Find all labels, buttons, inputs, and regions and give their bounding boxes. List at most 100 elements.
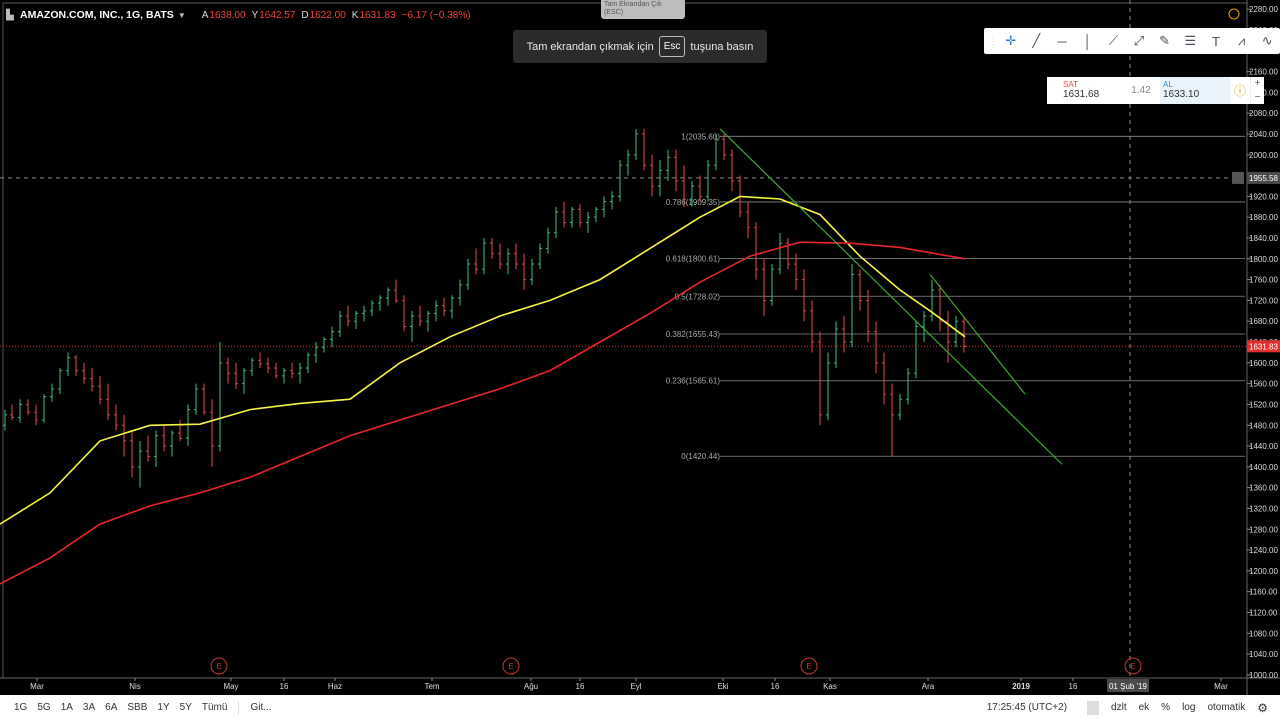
fullscreen-notice: Tam ekrandan çıkmak için Esc tuşuna bası… — [513, 30, 767, 63]
adjust-toggle[interactable]: dzlt — [1111, 702, 1127, 713]
y-tick-label: 1560.00 — [1249, 380, 1278, 389]
plus-icon[interactable]: + — [1254, 78, 1261, 90]
y-tick-label: 1800.00 — [1249, 255, 1278, 264]
x-tick-label: 16 — [1069, 682, 1078, 691]
timeframe-all[interactable]: Tümü — [201, 702, 228, 713]
brush-icon[interactable]: ✎ — [1159, 33, 1171, 48]
earnings-marker — [502, 657, 520, 675]
sell-value: 1631.68 — [1063, 89, 1100, 100]
exit-fullscreen-button[interactable]: Tam Ekrandan Çık (ESC) — [601, 0, 685, 19]
vertical-line-icon[interactable]: │ — [1083, 33, 1092, 49]
fib-level-label: 0.382(1655.43) — [666, 330, 721, 339]
auto-toggle[interactable]: otomatik — [1207, 702, 1246, 713]
y-tick-label: 1840.00 — [1249, 234, 1278, 243]
x-tick-label: Ara — [922, 682, 935, 691]
fib-retracement-icon[interactable]: ☰ — [1184, 33, 1197, 48]
fib-level-label: 0.236(1565.61) — [666, 377, 721, 386]
trend-line — [929, 274, 1026, 395]
timeframe-sbb[interactable]: SBB — [127, 702, 148, 713]
timeframe-5y[interactable]: 5Y — [179, 702, 192, 713]
symbol-header: ▙ AMAZON.COM, INC., 1G, BATS ▼ A 1638.00 … — [0, 0, 471, 30]
x-tick-label: Eyl — [630, 682, 641, 691]
y-tick-label: 1600.00 — [1249, 359, 1278, 368]
trend-line — [719, 128, 1063, 465]
last-price-label: 1631.83 — [1249, 342, 1278, 351]
log-toggle[interactable]: log — [1182, 702, 1196, 713]
earnings-marker-label: E — [216, 662, 221, 671]
bottom-right-controls: 17:25:45 (UTC+2) dzlt ek % log otomatik … — [981, 695, 1280, 720]
timeframe-1a[interactable]: 1A — [60, 702, 73, 713]
clock[interactable]: 17:25:45 (UTC+2) — [986, 702, 1068, 713]
percent-toggle[interactable]: % — [1161, 702, 1171, 713]
timeframe-6a[interactable]: 6A — [105, 702, 118, 713]
symbol-name[interactable]: AMAZON.COM, INC., 1G, BATS — [20, 9, 174, 21]
crosshair-date-label: 01 Şub '19 — [1109, 682, 1148, 691]
plot-frame — [2, 2, 1248, 679]
change-value: −6.17 (−0.38%) — [401, 9, 471, 21]
trading-panel: SAT 1631.68 1.42 AL 1633.10 ⓘ + − — [1047, 77, 1264, 104]
quantity-stepper[interactable]: + − — [1250, 77, 1264, 104]
buy-button[interactable]: AL 1633.10 — [1160, 77, 1230, 104]
buy-label: AL — [1163, 80, 1173, 89]
y-tick-label: 1080.00 — [1249, 629, 1278, 638]
fib-level-label: 0.618(1800.61) — [666, 255, 721, 264]
extended-toggle[interactable]: ek — [1138, 702, 1150, 713]
crosshair-date-box — [1107, 679, 1149, 692]
x-tick-label: Ağu — [524, 682, 538, 691]
earnings-marker-label: E — [508, 662, 513, 671]
fib-level-label: 1(2035.60) — [681, 132, 720, 141]
x-tick-label: 16 — [576, 682, 585, 691]
spread-value: 1.42 — [1131, 85, 1151, 96]
y-tick-label: 1000.00 — [1249, 671, 1278, 680]
chart-logo-icon: ▙ — [6, 9, 14, 21]
crosshair-price-box — [1247, 171, 1280, 184]
y-tick-label: 2080.00 — [1249, 109, 1278, 118]
y-tick-label: 2280.00 — [1249, 5, 1278, 14]
timeframe-5g[interactable]: 5G — [37, 702, 51, 713]
x-tick-label: Nis — [129, 682, 141, 691]
y-tick-label: 2160.00 — [1249, 68, 1278, 77]
timeframe-1y[interactable]: 1Y — [157, 702, 170, 713]
low-label: D — [301, 9, 309, 21]
drawing-toolbar: ⋮ ✛ ╱ ─ │ ⟋ ⤢ ✎ ☰ T ⩘ ∿ — [984, 28, 1280, 54]
chevron-down-icon[interactable]: ▼ — [177, 10, 186, 20]
x-tick-label: May — [223, 682, 238, 691]
y-tick-label: 1320.00 — [1249, 504, 1278, 513]
y-tick-label: 1760.00 — [1249, 276, 1278, 285]
gear-icon[interactable]: ⚙ — [1257, 700, 1268, 715]
earnings-marker-label: E — [806, 662, 811, 671]
buy-value: 1633.10 — [1163, 89, 1200, 100]
high-label: Y — [251, 9, 259, 21]
y-tick-label: 1520.00 — [1249, 400, 1278, 409]
minus-icon[interactable]: − — [1254, 91, 1261, 103]
x-tick-label: 16 — [771, 682, 780, 691]
y-tick-label: 1880.00 — [1249, 213, 1278, 222]
crosshair-icon[interactable]: ✛ — [1005, 33, 1017, 48]
high-value: 1642.57 — [259, 9, 296, 21]
goto-date-button[interactable]: Git... — [250, 702, 272, 713]
horizontal-ray-icon[interactable]: ─ — [1057, 33, 1067, 49]
y-tick-label: 1680.00 — [1249, 317, 1278, 326]
pattern-icon[interactable]: ⩘ — [1237, 33, 1246, 48]
info-icon[interactable]: ⓘ — [1233, 84, 1246, 98]
y-tick-label: 1280.00 — [1249, 525, 1278, 534]
sell-button[interactable]: SAT 1631.68 — [1047, 77, 1122, 104]
open-label: A — [201, 9, 209, 21]
x-tick-label: Mar — [30, 682, 44, 691]
y-tick-label: 1040.00 — [1249, 650, 1278, 659]
y-tick-label: 2000.00 — [1249, 151, 1278, 160]
text-icon[interactable]: T — [1211, 33, 1220, 49]
timeframe-1g[interactable]: 1G — [14, 702, 28, 713]
bottom-bar: 1G 5G 1A 3A 6A SBB 1Y 5Y Tümü Git... 17:… — [0, 695, 1280, 720]
trend-line-icon[interactable]: ╱ — [1032, 33, 1041, 48]
extended-line-icon[interactable]: ⤢ — [1133, 33, 1145, 48]
drag-handle-icon[interactable]: ⋮ — [988, 35, 998, 46]
y-tick-label: 1920.00 — [1249, 192, 1278, 201]
timeframe-3a[interactable]: 3A — [82, 702, 96, 713]
y-tick-label: 1400.00 — [1249, 463, 1278, 472]
ray-icon[interactable]: ⟋ — [1108, 33, 1118, 48]
wave-icon[interactable]: ∿ — [1261, 33, 1273, 48]
y-tick-label: 2040.00 — [1249, 130, 1278, 139]
